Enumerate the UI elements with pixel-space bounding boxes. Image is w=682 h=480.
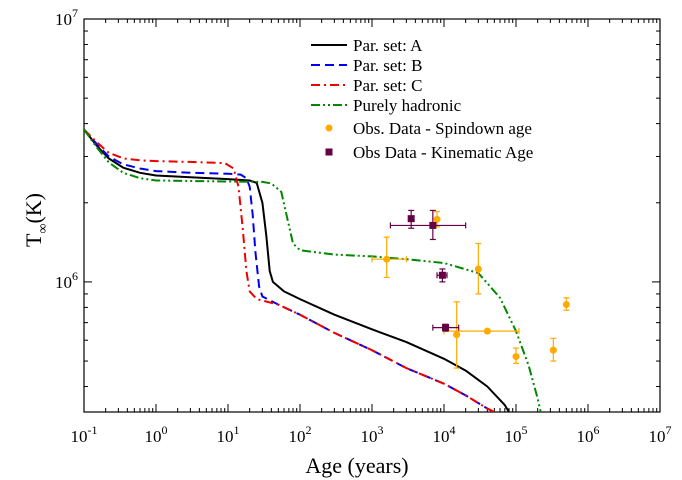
legend-label-2: Par. set: B — [353, 56, 422, 75]
legend-label-obs-1: Obs. Data - Spindown age — [353, 119, 532, 138]
spindown-point — [453, 301, 461, 369]
spindown-point — [474, 242, 482, 295]
spindown-point — [562, 297, 570, 311]
y-tick-labels: 106 107 — [55, 6, 78, 292]
y-axis-title: T∞(K) — [21, 193, 51, 247]
svg-text:T∞(K): T∞(K) — [21, 193, 51, 247]
x-tick-label: 103 — [361, 423, 384, 446]
axis-ticks — [83, 19, 660, 412]
x-tick-label: 100 — [145, 423, 168, 446]
legend-label-1: Par. set: A — [353, 36, 423, 55]
kinematic-point — [432, 323, 460, 332]
legend-label-obs-2: Obs Data - Kinematic Age — [353, 143, 533, 162]
y-axis-title-sub: ∞ — [36, 224, 51, 234]
y-axis-title-main: T — [21, 233, 46, 247]
legend-label-4: Purely hadronic — [353, 96, 462, 115]
observation-points — [371, 209, 570, 369]
series-line-3 — [84, 128, 495, 412]
x-tick-label: 106 — [577, 423, 600, 446]
legend-label-3: Par. set: C — [353, 76, 422, 95]
kinematic-point — [389, 209, 467, 241]
spindown-point — [433, 211, 441, 228]
spindown-point — [512, 347, 520, 364]
series-line-1 — [84, 128, 510, 412]
x-tick-label: 101 — [217, 423, 240, 446]
legend-marker-kinematic — [325, 148, 333, 156]
y-axis-title-unit: (K) — [21, 193, 46, 224]
y-tick-label: 106 — [55, 269, 78, 292]
x-tick-label: 10-1 — [71, 423, 98, 446]
series-line-2 — [84, 128, 495, 412]
x-tick-label: 105 — [505, 423, 528, 446]
spindown-point — [371, 236, 407, 279]
legend-marker-spindown — [325, 124, 333, 132]
series-lines — [84, 128, 542, 412]
kinematic-point — [436, 268, 448, 283]
x-tick-label: 104 — [433, 423, 456, 446]
spindown-point — [549, 337, 557, 362]
series-line-4 — [84, 128, 542, 412]
y-tick-label: 107 — [55, 6, 78, 29]
x-axis-title: Age (years) — [305, 453, 408, 478]
x-tick-labels: 10-1 100 101 102 103 104 105 106 107 — [71, 423, 672, 446]
x-tick-label: 107 — [649, 423, 672, 446]
x-tick-label: 102 — [289, 423, 312, 446]
